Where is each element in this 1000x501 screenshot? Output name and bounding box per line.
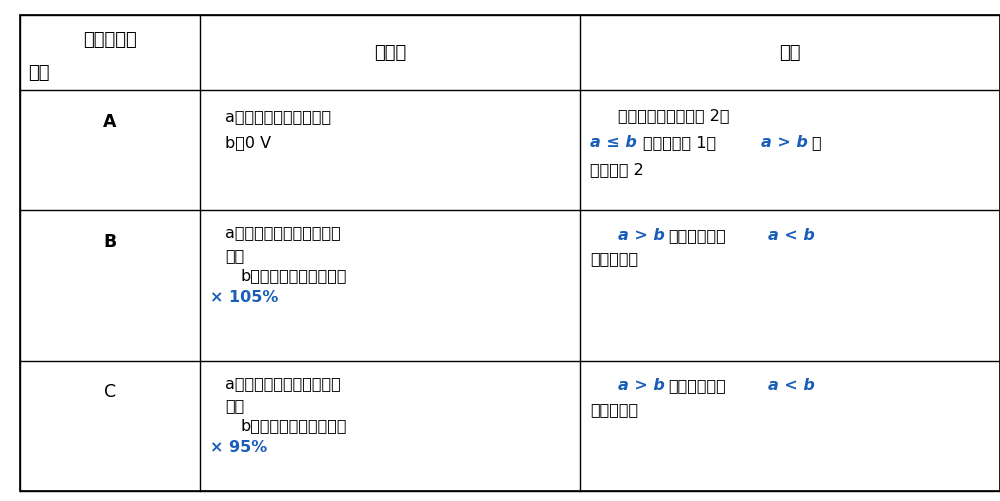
Text: A: A <box>103 113 117 131</box>
Text: 出；: 出； <box>225 398 244 413</box>
Text: × 95%: × 95% <box>210 440 267 455</box>
Text: a > b: a > b <box>618 378 665 393</box>
Text: 动作: 动作 <box>779 44 801 62</box>
Text: 输入量: 输入量 <box>374 44 406 62</box>
Text: a：光伏电源电流传感器输: a：光伏电源电流传感器输 <box>225 225 341 240</box>
Text: C: C <box>104 383 116 401</box>
Text: 时: 时 <box>811 135 821 150</box>
Text: 闭合线路 2: 闭合线路 2 <box>590 162 644 177</box>
Text: a：电流传感器输出量；: a：电流传感器输出量； <box>225 109 331 124</box>
Text: a：光伏电源电流传感器输: a：光伏电源电流传感器输 <box>225 376 341 391</box>
Text: 出；: 出； <box>225 248 244 263</box>
Text: 时开关断开: 时开关断开 <box>590 252 638 267</box>
Text: 时开关闭合；: 时开关闭合； <box>668 228 726 243</box>
Text: × 105%: × 105% <box>210 290 278 305</box>
Text: 模块: 模块 <box>28 64 50 82</box>
Text: b：负载电流传感器输出: b：负载电流传感器输出 <box>240 418 347 433</box>
Text: b：负载电流传感器输出: b：负载电流传感器输出 <box>240 268 347 283</box>
Text: a > b: a > b <box>618 228 665 243</box>
Text: a < b: a < b <box>768 228 815 243</box>
Text: a > b: a > b <box>761 135 808 150</box>
Text: B: B <box>103 233 117 251</box>
Text: a < b: a < b <box>768 378 815 393</box>
Text: 时开关闭合；: 时开关闭合； <box>668 378 726 393</box>
Text: a ≤ b: a ≤ b <box>590 135 637 150</box>
Text: 电压比较器: 电压比较器 <box>83 31 137 49</box>
Text: 时闭合线路 1；: 时闭合线路 1； <box>643 135 716 150</box>
Text: b：0 V: b：0 V <box>225 135 271 150</box>
Text: 初始状态：闭合路线 2；: 初始状态：闭合路线 2； <box>618 108 730 123</box>
Text: 时开关断开: 时开关断开 <box>590 402 638 417</box>
